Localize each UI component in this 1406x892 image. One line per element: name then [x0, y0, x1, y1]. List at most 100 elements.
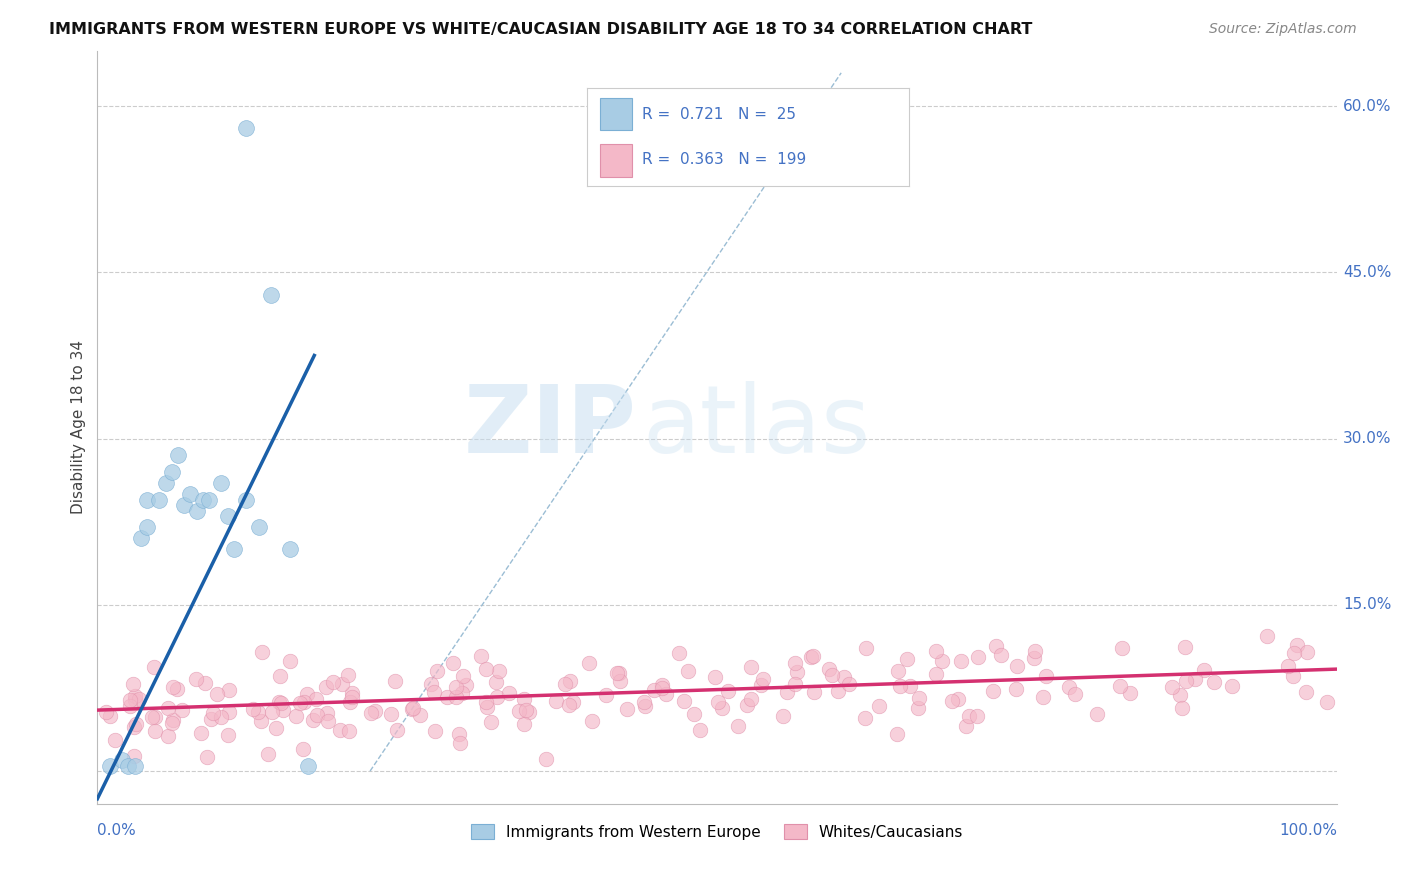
Point [242, 702, 264, 716]
Point [751, 672, 773, 686]
Point [322, 674, 344, 689]
Point [783, 677, 806, 691]
Point [925, 644, 948, 658]
Point [1194, 663, 1216, 677]
Point [190, 726, 212, 740]
Legend: Immigrants from Western Europe, Whites/Caucasians: Immigrants from Western Europe, Whites/C… [465, 817, 970, 846]
Point [651, 678, 673, 692]
Point [1220, 679, 1243, 693]
Point [616, 701, 638, 715]
Point [475, 699, 498, 714]
Point [235, 492, 257, 507]
Point [124, 720, 146, 734]
Point [1296, 645, 1319, 659]
Point [561, 695, 583, 709]
Point [162, 681, 184, 695]
Point [363, 704, 385, 718]
Point [98, 758, 121, 772]
Point [488, 665, 510, 679]
Text: 0.0%: 0.0% [97, 823, 136, 838]
Point [124, 693, 146, 707]
Point [772, 708, 794, 723]
Point [485, 675, 508, 690]
Point [260, 287, 283, 301]
Point [966, 709, 988, 723]
Point [156, 701, 179, 715]
Point [129, 532, 152, 546]
Point [295, 687, 318, 701]
Point [706, 695, 728, 709]
Text: 45.0%: 45.0% [1343, 265, 1392, 280]
Point [981, 684, 1004, 698]
Point [111, 753, 134, 767]
Point [315, 681, 337, 695]
Point [217, 728, 239, 742]
Point [269, 668, 291, 682]
Point [554, 677, 576, 691]
Point [128, 692, 150, 706]
Point [278, 542, 301, 557]
Point [143, 724, 166, 739]
Point [1204, 675, 1226, 690]
Y-axis label: Disability Age 18 to 34: Disability Age 18 to 34 [72, 341, 86, 515]
Point [337, 668, 360, 682]
Point [316, 706, 339, 720]
Point [385, 723, 408, 737]
Point [558, 698, 581, 712]
Point [262, 705, 284, 719]
Point [1032, 690, 1054, 704]
Point [155, 475, 177, 490]
Point [1085, 707, 1108, 722]
Point [193, 676, 215, 690]
Point [329, 723, 352, 737]
Point [1111, 641, 1133, 656]
Point [710, 701, 733, 715]
Point [209, 709, 232, 723]
Point [143, 710, 166, 724]
Point [838, 677, 860, 691]
Point [869, 698, 891, 713]
Point [318, 714, 340, 728]
Point [436, 690, 458, 705]
Point [990, 648, 1012, 662]
Point [166, 682, 188, 697]
Point [449, 727, 471, 741]
Point [1295, 685, 1317, 699]
Point [855, 640, 877, 655]
Text: atlas: atlas [643, 382, 872, 474]
Point [121, 676, 143, 690]
Point [291, 741, 314, 756]
Point [191, 492, 214, 507]
Point [558, 674, 581, 689]
Point [332, 676, 354, 690]
Point [821, 668, 844, 682]
Point [633, 695, 655, 709]
Point [515, 703, 537, 717]
Point [498, 686, 520, 700]
Point [250, 714, 273, 729]
Point [776, 685, 799, 699]
Point [1170, 701, 1192, 715]
Point [384, 673, 406, 688]
Point [1316, 694, 1339, 708]
Text: ZIP: ZIP [464, 382, 637, 474]
Point [1024, 644, 1046, 658]
Point [513, 717, 536, 731]
Point [124, 758, 146, 772]
Point [1109, 679, 1132, 693]
Point [167, 448, 190, 462]
Point [1160, 680, 1182, 694]
Point [984, 639, 1007, 653]
Point [104, 733, 127, 747]
Point [634, 699, 657, 714]
Point [98, 709, 121, 723]
Point [423, 685, 446, 699]
Point [360, 706, 382, 721]
Text: 15.0%: 15.0% [1343, 598, 1392, 612]
Point [1035, 669, 1057, 683]
Point [948, 692, 970, 706]
Point [508, 704, 530, 718]
Point [441, 656, 464, 670]
Point [1286, 638, 1309, 652]
Point [186, 503, 208, 517]
